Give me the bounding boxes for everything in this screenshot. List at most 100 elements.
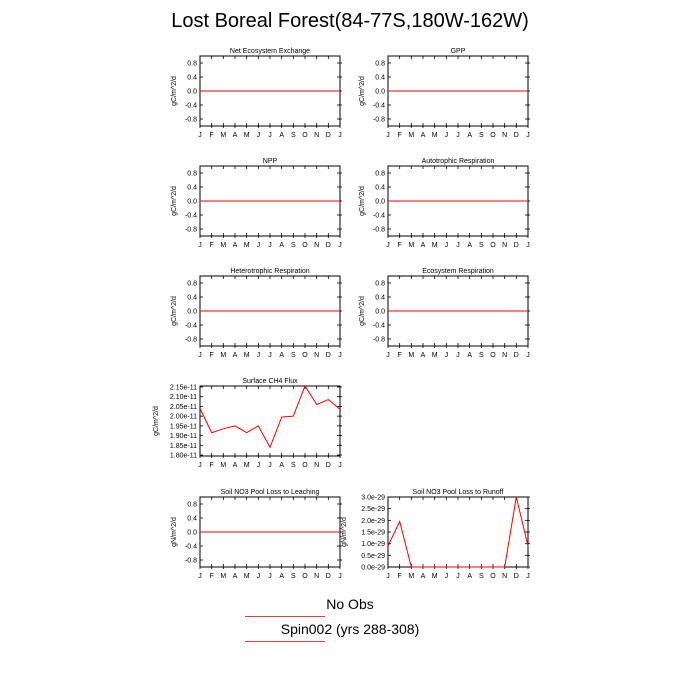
x-tick-label: D bbox=[326, 242, 331, 249]
y-tick-label: 0.8 bbox=[187, 61, 197, 68]
y-axis-label: gC/m^2/d bbox=[171, 186, 178, 216]
x-tick-label: J bbox=[257, 352, 261, 359]
x-tick-label: F bbox=[210, 352, 214, 359]
x-tick-label: A bbox=[421, 132, 426, 139]
x-tick-label: J bbox=[456, 573, 460, 580]
y-tick-label: 0.5e-29 bbox=[361, 553, 385, 560]
x-tick-label: A bbox=[233, 352, 238, 359]
x-tick-label: S bbox=[291, 132, 296, 139]
x-tick-label: O bbox=[490, 352, 496, 359]
x-tick-label: D bbox=[514, 242, 519, 249]
y-tick-label: -0.4 bbox=[185, 323, 197, 330]
x-tick-label: M bbox=[432, 352, 438, 359]
x-tick-label: S bbox=[479, 132, 484, 139]
x-tick-label: J bbox=[257, 462, 261, 469]
y-tick-label: 0.4 bbox=[187, 75, 197, 82]
y-tick-label: -0.4 bbox=[185, 213, 197, 220]
x-tick-label: J bbox=[198, 462, 202, 469]
y-tick-label: 0.4 bbox=[375, 75, 385, 82]
x-tick-label: O bbox=[490, 132, 496, 139]
x-tick-label: F bbox=[210, 573, 214, 580]
y-tick-label: -0.4 bbox=[373, 323, 385, 330]
panel-title: Soil NO3 Pool Loss to Leaching bbox=[221, 489, 320, 496]
x-tick-label: M bbox=[244, 242, 250, 249]
y-tick-label: 1.0e-29 bbox=[361, 541, 385, 548]
x-tick-label: D bbox=[326, 132, 331, 139]
y-axis-label: gN/m^2/d bbox=[341, 517, 348, 547]
x-tick-label: J bbox=[338, 242, 342, 249]
x-tick-label: S bbox=[291, 242, 296, 249]
x-tick-label: A bbox=[421, 242, 426, 249]
x-tick-label: A bbox=[233, 132, 238, 139]
x-tick-label: O bbox=[302, 132, 308, 139]
x-tick-label: J bbox=[257, 573, 261, 580]
y-axis-label: gC/m^2/d bbox=[359, 76, 366, 106]
x-tick-label: J bbox=[386, 132, 390, 139]
x-tick-label: O bbox=[302, 573, 308, 580]
x-tick-label: A bbox=[467, 352, 472, 359]
y-tick-label: 0.8 bbox=[187, 171, 197, 178]
y-tick-label: 0.8 bbox=[187, 281, 197, 288]
x-tick-label: J bbox=[268, 132, 272, 139]
x-tick-label: M bbox=[244, 352, 250, 359]
y-tick-label: 1.5e-29 bbox=[361, 530, 385, 537]
series-line bbox=[199, 384, 341, 449]
x-tick-label: N bbox=[502, 132, 507, 139]
x-tick-label: A bbox=[421, 352, 426, 359]
x-tick-label: O bbox=[302, 462, 308, 469]
plot-frame bbox=[199, 385, 341, 457]
x-tick-label: A bbox=[233, 242, 238, 249]
x-tick-label: M bbox=[432, 132, 438, 139]
x-tick-label: F bbox=[398, 352, 402, 359]
x-tick-label: N bbox=[314, 462, 319, 469]
x-tick-label: S bbox=[291, 573, 296, 580]
panel-title: Net Ecosystem Exchange bbox=[230, 48, 310, 55]
y-tick-label: 1.95e-11 bbox=[170, 423, 197, 430]
panel-title: Autotrophic Respiration bbox=[422, 158, 495, 165]
y-tick-label: -0.4 bbox=[185, 103, 197, 110]
x-tick-label: J bbox=[268, 462, 272, 469]
x-tick-label: J bbox=[456, 352, 460, 359]
x-tick-label: M bbox=[432, 242, 438, 249]
x-tick-label: J bbox=[445, 352, 449, 359]
y-tick-label: 2.00e-11 bbox=[170, 414, 197, 421]
x-tick-label: M bbox=[220, 132, 226, 139]
legend-obs-label: No Obs bbox=[326, 596, 374, 612]
x-tick-label: A bbox=[279, 573, 284, 580]
y-tick-label: 1.80e-11 bbox=[170, 453, 197, 460]
x-tick-label: J bbox=[198, 132, 202, 139]
x-tick-label: F bbox=[398, 242, 402, 249]
y-tick-label: 0.0 bbox=[187, 89, 197, 96]
x-tick-label: M bbox=[244, 573, 250, 580]
x-tick-label: N bbox=[502, 242, 507, 249]
y-tick-label: -0.8 bbox=[373, 337, 385, 344]
panel-title: Soil NO3 Pool Loss to Runoff bbox=[413, 489, 504, 496]
x-tick-label: M bbox=[408, 573, 414, 580]
y-tick-label: 0.8 bbox=[187, 502, 197, 509]
x-tick-label: J bbox=[338, 573, 342, 580]
x-tick-label: J bbox=[386, 573, 390, 580]
y-tick-label: -0.4 bbox=[185, 544, 197, 551]
y-tick-label: 3.0e-29 bbox=[361, 495, 385, 502]
x-tick-label: F bbox=[210, 242, 214, 249]
y-tick-label: -0.4 bbox=[373, 103, 385, 110]
x-tick-label: N bbox=[314, 573, 319, 580]
x-tick-label: J bbox=[456, 242, 460, 249]
y-tick-label: 0.0 bbox=[375, 89, 385, 96]
x-tick-label: S bbox=[479, 352, 484, 359]
panel-title: GPP bbox=[451, 48, 466, 55]
x-tick-label: M bbox=[220, 242, 226, 249]
y-tick-label: 0.0 bbox=[187, 309, 197, 316]
x-tick-label: N bbox=[502, 352, 507, 359]
x-tick-label: J bbox=[526, 242, 530, 249]
x-tick-label: F bbox=[210, 462, 214, 469]
legend-obs-line bbox=[245, 616, 325, 617]
y-tick-label: -0.8 bbox=[185, 337, 197, 344]
x-tick-label: A bbox=[233, 462, 238, 469]
x-tick-label: N bbox=[502, 573, 507, 580]
x-tick-label: A bbox=[279, 242, 284, 249]
x-tick-label: J bbox=[268, 573, 272, 580]
x-tick-label: A bbox=[233, 573, 238, 580]
x-tick-label: S bbox=[479, 573, 484, 580]
